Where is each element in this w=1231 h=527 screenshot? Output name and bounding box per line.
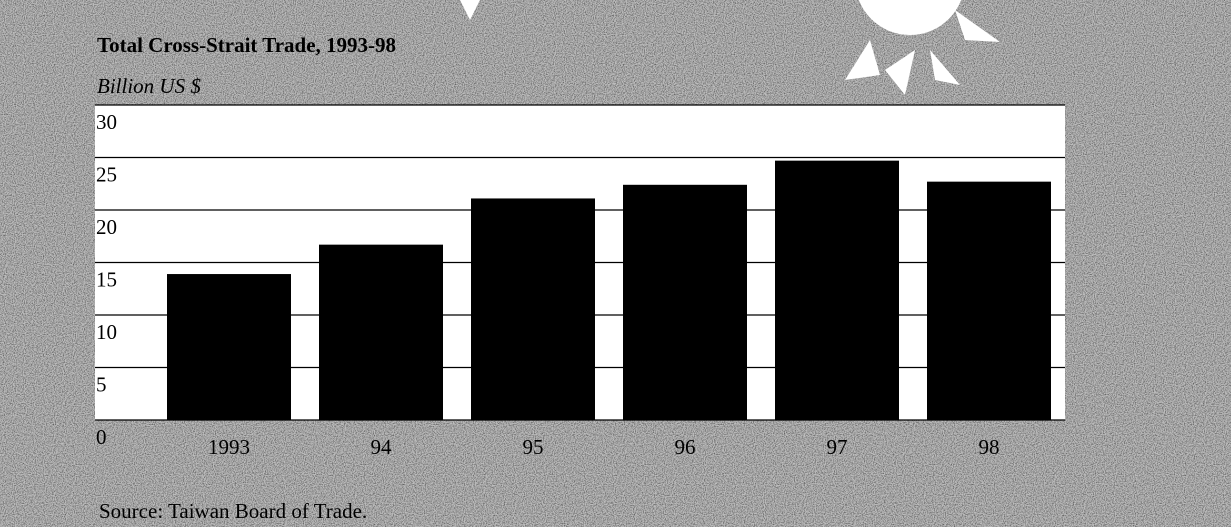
bar bbox=[167, 274, 291, 420]
bar bbox=[319, 245, 443, 420]
y-tick-label: 0 bbox=[96, 425, 107, 449]
bar bbox=[471, 198, 595, 420]
source-note: Source: Taiwan Board of Trade. bbox=[99, 499, 367, 523]
chart-subtitle: Billion US $ bbox=[97, 74, 201, 98]
y-tick-label: 20 bbox=[96, 215, 117, 239]
x-tick-label: 94 bbox=[371, 435, 393, 459]
x-tick-label: 97 bbox=[827, 435, 848, 459]
bar bbox=[927, 182, 1051, 420]
y-tick-label: 30 bbox=[96, 110, 117, 134]
x-tick-label: 1993 bbox=[208, 435, 250, 459]
chart-title: Total Cross-Strait Trade, 1993-98 bbox=[97, 33, 396, 57]
x-tick-label: 98 bbox=[979, 435, 1000, 459]
y-tick-label: 10 bbox=[96, 320, 117, 344]
y-tick-label: 15 bbox=[96, 268, 117, 292]
bar bbox=[775, 161, 899, 420]
y-tick-label: 5 bbox=[96, 373, 107, 397]
chart: Total Cross-Strait Trade, 1993-98 Billio… bbox=[0, 0, 1231, 527]
y-tick-label: 25 bbox=[96, 163, 117, 187]
bar bbox=[623, 185, 747, 420]
x-tick-label: 96 bbox=[675, 435, 696, 459]
x-tick-label: 95 bbox=[523, 435, 544, 459]
page: {"chart_data": {"type": "bar", "title": … bbox=[0, 0, 1231, 527]
